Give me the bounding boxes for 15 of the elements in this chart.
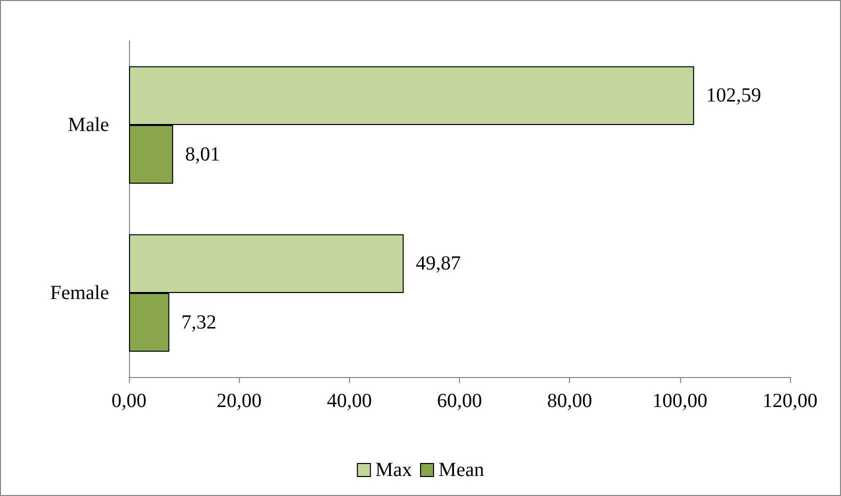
x-tick-label: 60,00 [437, 390, 482, 412]
x-tick-label: 80,00 [547, 390, 592, 412]
legend-label: Max [375, 459, 412, 481]
data-label: 7,32 [181, 311, 216, 334]
data-label: 102,59 [706, 84, 762, 107]
y-tick-label: Male [68, 114, 110, 136]
x-tick-label: 120,00 [762, 390, 818, 412]
legend-label: Mean [438, 459, 484, 481]
x-tick-label: 20,00 [216, 390, 262, 412]
x-tick-label: 40,00 [326, 390, 372, 412]
x-tick-label: 100,00 [652, 390, 708, 412]
x-tick-label: 0,00 [112, 390, 146, 412]
data-label: 8,01 [185, 143, 220, 166]
y-tick-label: Female [50, 282, 110, 304]
data-label: 49,87 [416, 252, 461, 275]
